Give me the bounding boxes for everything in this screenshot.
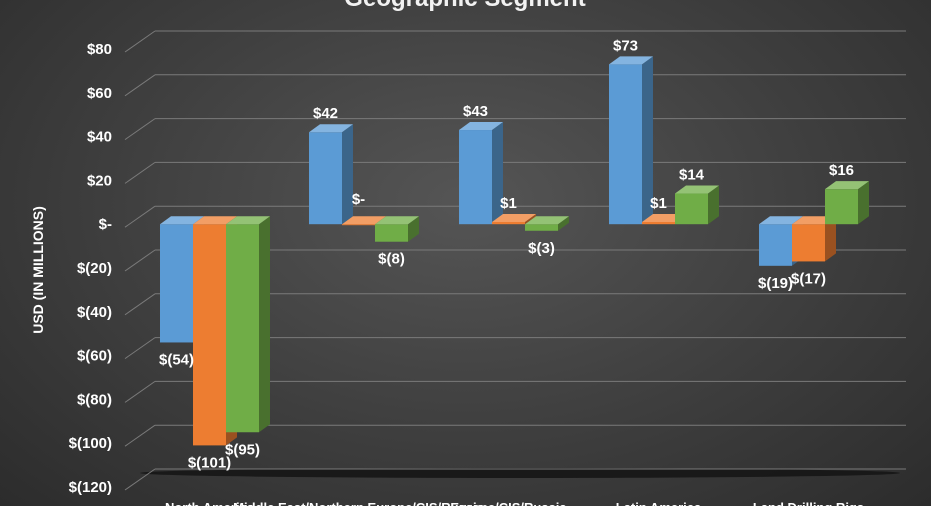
bar-top <box>375 216 419 225</box>
bar-front <box>309 132 342 225</box>
gridline-side <box>124 161 156 184</box>
x-tick-label: Europe/CIS/Russia <box>450 500 567 506</box>
gridline-side <box>124 337 156 360</box>
bar-side <box>342 124 353 225</box>
floor-shadow <box>140 468 900 478</box>
bar-side <box>708 185 719 225</box>
bar-front <box>459 130 492 225</box>
bar <box>609 56 653 225</box>
data-label: $(95) <box>225 441 260 458</box>
data-label: $(101) <box>188 454 231 471</box>
data-label: $(8) <box>378 251 405 268</box>
bar-side <box>825 216 836 262</box>
y-tick-label: $(80) <box>77 391 112 408</box>
bar-front <box>759 224 792 266</box>
data-labels: $(54) $42 $43 $73 $(19) $(101) $- $1 $1 $(17) $(95… <box>159 37 854 471</box>
x-tick-label: Land Drilling Rigs <box>753 500 864 506</box>
data-label: $16 <box>829 162 854 179</box>
data-label: $43 <box>463 103 488 120</box>
bar-top <box>492 214 536 223</box>
bar-front <box>193 224 226 446</box>
data-label: $(3) <box>528 240 555 257</box>
bar-front <box>492 222 525 225</box>
data-label: $42 <box>313 105 338 122</box>
gridline-side <box>124 468 156 491</box>
data-label: $1 <box>650 195 667 212</box>
gridline-side <box>124 380 156 403</box>
bar <box>825 181 869 225</box>
bar <box>226 216 270 433</box>
y-tick-label: $60 <box>87 85 112 102</box>
bar <box>675 185 719 225</box>
bar-top <box>459 122 503 131</box>
bar <box>309 124 353 225</box>
data-label: $73 <box>613 37 638 54</box>
bar-side <box>642 56 653 225</box>
bar-top <box>825 181 869 190</box>
bar-top <box>342 216 386 225</box>
y-tick-label: $(100) <box>69 435 112 452</box>
y-tick-label: $20 <box>87 172 112 189</box>
bars <box>160 56 869 446</box>
gridline-side <box>124 293 156 316</box>
bar-side <box>408 216 419 242</box>
y-tick-label: $80 <box>87 41 112 58</box>
data-label: $(17) <box>791 270 826 287</box>
bar-top <box>759 216 803 225</box>
chart-title: Geographic Segment <box>344 0 585 12</box>
data-label: $1 <box>500 195 517 212</box>
bar-side <box>492 122 503 225</box>
data-label: $(19) <box>758 275 793 292</box>
bar-front <box>642 222 675 225</box>
y-tick-label: $(40) <box>77 304 112 321</box>
bar <box>792 216 836 262</box>
bar-top <box>525 216 569 225</box>
bar-side <box>858 181 869 225</box>
bar-side <box>558 216 569 231</box>
bar-front <box>675 193 708 225</box>
gridline-side <box>124 118 156 141</box>
x-tick-label: North America <box>165 500 255 506</box>
bar <box>525 216 569 231</box>
data-label: $(54) <box>159 351 194 368</box>
x-tick-label: Middle East/Northern Europe/CIS/Russia <box>233 500 484 506</box>
data-label: $- <box>352 191 365 208</box>
bar-top <box>675 185 719 194</box>
y-axis-label: USD (IN MILLIONS) <box>30 206 46 334</box>
bar-front <box>342 224 375 226</box>
x-tick-label: Latin America <box>616 500 702 506</box>
bar-side <box>259 216 270 433</box>
gridline-side <box>124 249 156 272</box>
bar <box>459 122 503 225</box>
data-label: $14 <box>679 167 705 184</box>
bar-side <box>525 214 536 225</box>
y-tick-label: $- <box>99 216 112 233</box>
gridline-side <box>124 424 156 447</box>
x-axis-ticks: North AmericaMiddle East/Northern Europe… <box>165 500 864 506</box>
y-tick-label: $40 <box>87 129 112 146</box>
gridline-side <box>124 74 156 97</box>
bar-top <box>309 124 353 133</box>
bar <box>375 216 419 242</box>
bar-top <box>609 56 653 65</box>
bar-front <box>525 224 558 231</box>
gridline-side <box>124 30 156 53</box>
bar-front <box>609 64 642 225</box>
gridline-side <box>124 205 156 228</box>
bar-front <box>825 189 858 225</box>
y-tick-label: $(20) <box>77 260 112 277</box>
bar-top <box>193 216 237 225</box>
y-axis-ticks: $80 $60 $40 $20 $- $(20) $(40) $(60) $(80) $(100)… <box>69 41 112 496</box>
bar-front <box>160 224 193 343</box>
bar-front <box>226 224 259 433</box>
y-tick-label: $(120) <box>69 479 112 496</box>
bar-front <box>375 224 408 242</box>
bar-top <box>226 216 270 225</box>
y-tick-label: $(60) <box>77 348 112 365</box>
bar-top <box>160 216 204 225</box>
bar-front <box>792 224 825 262</box>
bar <box>492 214 536 225</box>
